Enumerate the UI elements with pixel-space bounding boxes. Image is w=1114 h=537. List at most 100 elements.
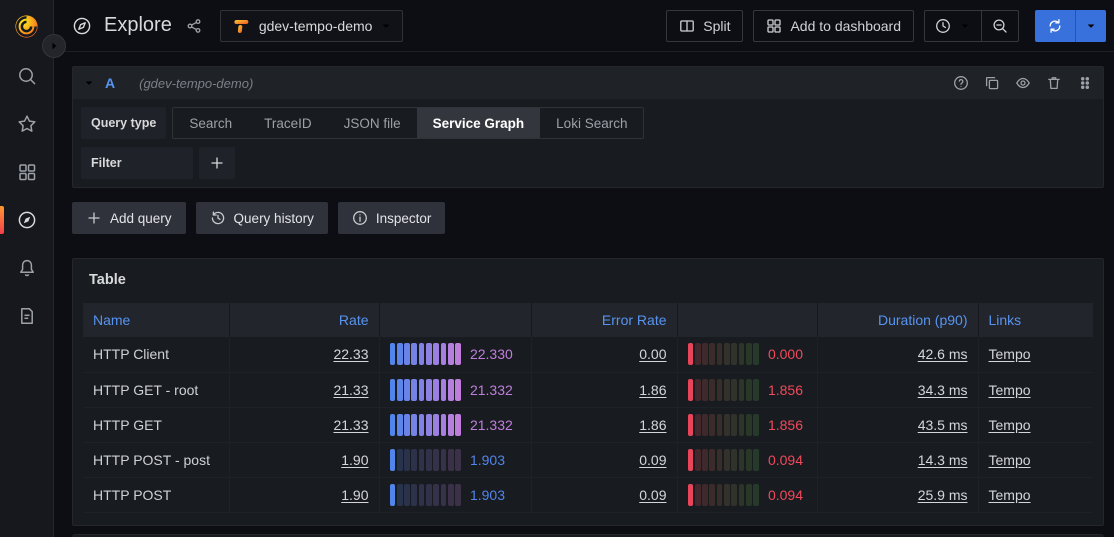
query-ref-id[interactable]: A bbox=[105, 75, 116, 91]
rate-gauge-value: 21.332 bbox=[469, 381, 513, 398]
error-rate-link[interactable]: 1.86 bbox=[639, 381, 667, 398]
refresh-button[interactable] bbox=[1035, 10, 1075, 42]
lcd-bar-gauge bbox=[389, 378, 461, 401]
cell-links: Tempo bbox=[978, 337, 1093, 373]
cell-links: Tempo bbox=[978, 407, 1093, 443]
query-type-label: Query type bbox=[81, 107, 167, 139]
dashboard-grid-icon bbox=[766, 18, 782, 34]
error-rate-link[interactable]: 1.86 bbox=[639, 416, 667, 433]
rate-link[interactable]: 21.33 bbox=[333, 381, 369, 398]
tempo-link[interactable]: Tempo bbox=[988, 346, 1031, 363]
tempo-link[interactable]: Tempo bbox=[988, 381, 1031, 398]
zoom-out-time-button[interactable] bbox=[981, 10, 1018, 41]
datasource-name: gdev-tempo-demo bbox=[258, 17, 373, 34]
history-icon bbox=[210, 210, 226, 226]
duration-link[interactable]: 25.9 ms bbox=[917, 486, 968, 503]
column-header-duration-p90-[interactable]: Duration (p90) bbox=[817, 303, 979, 337]
lcd-bar-gauge bbox=[389, 448, 461, 471]
cell-error-gauge: 0.000 bbox=[677, 337, 818, 373]
cell-error-rate: 0.09 bbox=[531, 477, 678, 513]
split-icon bbox=[679, 18, 695, 34]
table-panel: Table Name Rate Error Rate Duration (p90) Li… bbox=[72, 258, 1104, 526]
query-actions-row: Add query Query history Inspector bbox=[72, 202, 1104, 234]
share-icon[interactable] bbox=[186, 18, 202, 34]
rate-link[interactable]: 21.33 bbox=[333, 416, 369, 433]
cell-duration: 34.3 ms bbox=[817, 372, 979, 408]
cell-duration: 25.9 ms bbox=[817, 477, 979, 513]
time-range-button[interactable] bbox=[925, 11, 981, 41]
rate-link[interactable]: 1.90 bbox=[341, 486, 369, 503]
query-editor-panel: A (gdev-tempo-demo) Query type Search Tra… bbox=[72, 66, 1104, 188]
cell-error-rate: 0.09 bbox=[531, 442, 678, 478]
cell-name: HTTP POST - post bbox=[83, 442, 230, 478]
query-type-radio-group: Search TraceID JSON file Service Graph Loki … bbox=[172, 107, 645, 139]
cell-rate: 21.33 bbox=[229, 407, 380, 443]
topbar: Explore gdev-tempo-demo Split Add to das… bbox=[54, 0, 1114, 52]
chevron-down-icon bbox=[1085, 20, 1097, 32]
split-button[interactable]: Split bbox=[666, 9, 744, 42]
duration-link[interactable]: 42.6 ms bbox=[917, 346, 968, 363]
column-header-gauge[interactable] bbox=[379, 303, 532, 337]
query-type-tab-search[interactable]: Search bbox=[189, 115, 233, 131]
add-query-button[interactable]: Add query bbox=[72, 202, 186, 234]
sidebar-item-documentation[interactable] bbox=[0, 292, 54, 340]
add-filter-button[interactable] bbox=[199, 147, 235, 179]
error-rate-link[interactable]: 0.09 bbox=[639, 486, 667, 503]
datasource-picker[interactable]: gdev-tempo-demo bbox=[219, 9, 404, 42]
sidebar-item-search[interactable] bbox=[0, 52, 54, 100]
info-circle-icon bbox=[352, 210, 368, 226]
rate-gauge-value: 22.330 bbox=[469, 346, 513, 363]
column-header-links[interactable]: Links bbox=[978, 303, 1093, 337]
column-header-name[interactable]: Name bbox=[83, 303, 230, 337]
query-type-tab-service-graph[interactable]: Service Graph bbox=[416, 108, 541, 138]
duration-link[interactable]: 34.3 ms bbox=[917, 381, 968, 398]
column-header-gauge[interactable] bbox=[677, 303, 818, 337]
sidebar-item-apps[interactable] bbox=[0, 148, 54, 196]
tempo-link[interactable]: Tempo bbox=[988, 486, 1031, 503]
sidebar-expand-button[interactable] bbox=[42, 34, 66, 58]
rate-link[interactable]: 22.33 bbox=[333, 346, 369, 363]
table-row: HTTP POST 1.90 1.903 0.09 0.094 25.9 ms Tempo bbox=[83, 477, 1093, 513]
query-type-tab-json-file[interactable]: JSON file bbox=[343, 115, 401, 131]
lcd-bar-gauge bbox=[389, 413, 461, 436]
cell-error-rate: 1.86 bbox=[531, 372, 678, 408]
error-rate-link[interactable]: 0.00 bbox=[639, 346, 667, 363]
duplicate-query-icon[interactable] bbox=[984, 75, 1000, 91]
query-history-button[interactable]: Query history bbox=[195, 202, 328, 234]
cell-duration: 14.3 ms bbox=[817, 442, 979, 478]
time-picker-group bbox=[924, 9, 1019, 42]
column-header-error-rate[interactable]: Error Rate bbox=[531, 303, 678, 337]
cell-name: HTTP POST bbox=[83, 477, 230, 513]
duration-link[interactable]: 43.5 ms bbox=[917, 416, 968, 433]
error-rate-link[interactable]: 0.09 bbox=[639, 451, 667, 468]
cell-error-gauge: 1.856 bbox=[677, 407, 818, 443]
drag-handle-grip-icon[interactable] bbox=[1077, 75, 1093, 91]
duration-link[interactable]: 14.3 ms bbox=[917, 451, 968, 468]
add-to-dashboard-button[interactable]: Add to dashboard bbox=[753, 9, 914, 42]
rate-link[interactable]: 1.90 bbox=[341, 451, 369, 468]
hide-query-eye-icon[interactable] bbox=[1015, 75, 1031, 91]
sidebar-item-starred[interactable] bbox=[0, 100, 54, 148]
help-icon[interactable] bbox=[953, 75, 969, 91]
table-row: HTTP GET 21.33 21.332 1.86 1.856 43.5 ms Tempo bbox=[83, 407, 1093, 443]
inspector-button[interactable]: Inspector bbox=[337, 202, 446, 234]
sidebar-item-explore[interactable] bbox=[0, 196, 54, 244]
column-header-rate[interactable]: Rate bbox=[229, 303, 380, 337]
sidebar-item-alerting[interactable] bbox=[0, 244, 54, 292]
query-history-label: Query history bbox=[233, 210, 314, 226]
delete-query-trash-icon[interactable] bbox=[1046, 75, 1062, 91]
tempo-link[interactable]: Tempo bbox=[988, 416, 1031, 433]
refresh-interval-dropdown[interactable] bbox=[1075, 9, 1106, 42]
query-type-tab-traceid[interactable]: TraceID bbox=[264, 115, 312, 131]
collapse-query-chevron-icon[interactable] bbox=[83, 77, 95, 89]
tempo-datasource-icon bbox=[231, 16, 251, 36]
grafana-logo[interactable] bbox=[0, 0, 53, 52]
cell-error-rate: 0.00 bbox=[531, 337, 678, 373]
table-row: HTTP GET - root 21.33 21.332 1.86 1.856 34.3 … bbox=[83, 372, 1093, 408]
cell-duration: 42.6 ms bbox=[817, 337, 979, 373]
tempo-link[interactable]: Tempo bbox=[988, 451, 1031, 468]
lcd-bar-gauge bbox=[687, 448, 759, 471]
service-graph-table: Name Rate Error Rate Duration (p90) Links HT… bbox=[83, 303, 1093, 513]
next-panel-edge bbox=[72, 533, 1104, 537]
query-type-tab-loki-search[interactable]: Loki Search bbox=[556, 115, 628, 131]
